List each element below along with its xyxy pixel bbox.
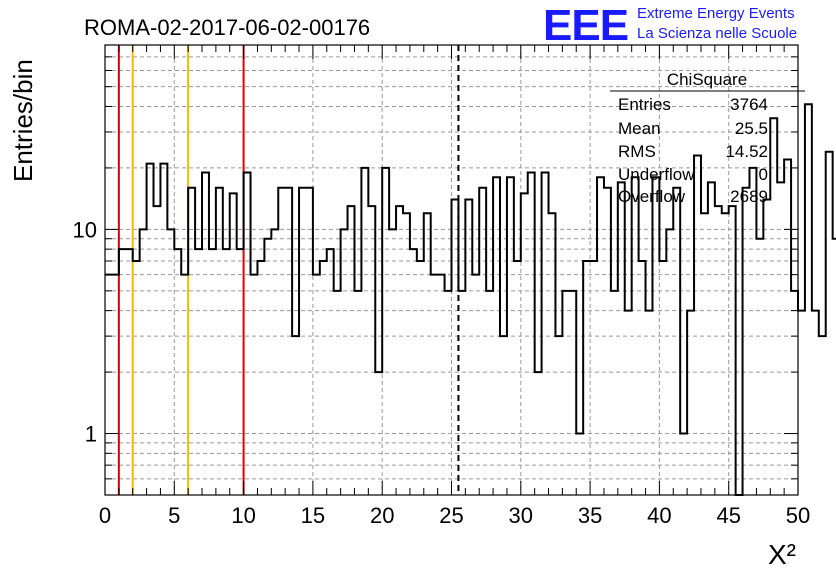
axis-ticks: 0 5 10 15 20 25 30 35 40 45 50 1 10 [73,44,810,528]
stats-label-mean: Mean [618,119,661,138]
y-tick-label: 1 [85,422,97,447]
x-tick-label: 40 [647,503,671,528]
stats-value-mean: 25.5 [735,119,768,138]
x-tick-label: 0 [99,503,111,528]
x-tick-label: 10 [231,503,255,528]
chart-title: ROMA-02-2017-06-02-00176 [84,15,370,40]
stats-title: ChiSquare [667,70,747,89]
histogram-series [105,103,836,496]
stats-value-overflow: 2689 [730,187,768,206]
x-tick-label: 45 [716,503,740,528]
y-tick-label: 10 [73,217,97,242]
x-tick-label: 30 [509,503,533,528]
logo-mark: EEE [543,1,628,50]
stats-value-entries: 3764 [730,95,768,114]
reference-lines [117,45,460,495]
logo-line2: La Scienza nelle Scuole [637,25,797,42]
x-tick-label: 15 [301,503,325,528]
stats-value-underflow: 0 [759,165,768,184]
stats-box: ChiSquare Entries 3764 Mean 25.5 RMS 14.… [610,70,805,206]
eee-logo: EEE Extreme Energy Events La Scienza nel… [543,1,797,50]
stats-label-underflow: Underflow [618,165,695,184]
x-tick-label: 25 [439,503,463,528]
stats-label-overflow: Overflow [618,187,686,206]
y-axis-label: Entries/bin [8,59,38,182]
x-tick-label: 50 [786,503,810,528]
stats-label-entries: Entries [618,95,671,114]
x-tick-label: 20 [370,503,394,528]
stats-label-rms: RMS [618,142,656,161]
x-tick-label: 5 [168,503,180,528]
logo-line1: Extreme Energy Events [637,5,795,22]
x-tick-label: 35 [578,503,602,528]
stats-value-rms: 14.52 [725,142,768,161]
x-axis-label: X² [768,539,796,570]
